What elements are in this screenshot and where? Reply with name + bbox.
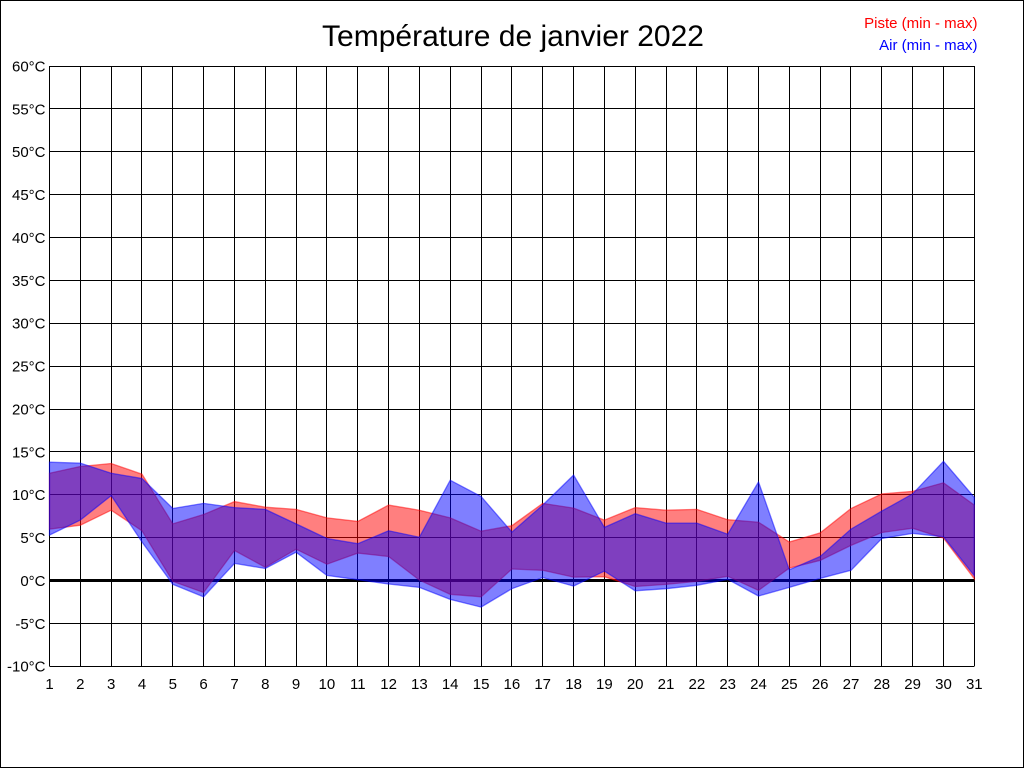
svg-text:27: 27 [843,676,860,693]
svg-text:50°C: 50°C [12,144,46,161]
svg-text:10: 10 [319,676,336,693]
svg-text:15: 15 [473,676,490,693]
svg-text:6: 6 [199,676,207,693]
svg-text:26: 26 [812,676,829,693]
svg-text:15°C: 15°C [12,444,46,461]
svg-text:19: 19 [596,676,613,693]
svg-text:16: 16 [504,676,521,693]
svg-text:7: 7 [230,676,238,693]
svg-text:5: 5 [169,676,177,693]
svg-text:Température de janvier 2022: Température de janvier 2022 [322,20,704,53]
svg-text:31: 31 [966,676,983,693]
svg-text:0°C: 0°C [20,573,45,590]
svg-text:14: 14 [442,676,459,693]
svg-text:40°C: 40°C [12,230,46,247]
svg-text:30: 30 [935,676,952,693]
svg-text:11: 11 [350,676,366,693]
svg-text:30°C: 30°C [12,316,46,333]
svg-text:10°C: 10°C [12,487,46,504]
svg-text:24: 24 [750,676,767,693]
svg-text:3: 3 [107,676,115,693]
svg-text:23: 23 [719,676,736,693]
svg-text:8: 8 [261,676,269,693]
svg-text:4: 4 [138,676,146,693]
svg-text:21: 21 [658,676,675,693]
svg-text:29: 29 [904,676,921,693]
svg-text:1: 1 [45,676,53,693]
svg-text:55°C: 55°C [12,101,46,118]
svg-text:18: 18 [565,676,582,693]
svg-text:-10°C: -10°C [7,659,46,676]
svg-text:20°C: 20°C [12,401,46,418]
svg-text:12: 12 [380,676,397,693]
svg-text:28: 28 [873,676,890,693]
svg-text:9: 9 [292,676,300,693]
svg-text:25°C: 25°C [12,359,46,376]
svg-text:45°C: 45°C [12,187,46,204]
svg-text:22: 22 [689,676,706,693]
svg-text:2: 2 [76,676,84,693]
svg-text:25: 25 [781,676,798,693]
svg-text:17: 17 [534,676,551,693]
svg-text:20: 20 [627,676,644,693]
svg-text:Air (min - max): Air (min - max) [879,37,977,54]
svg-text:60°C: 60°C [12,58,46,75]
svg-text:13: 13 [411,676,428,693]
svg-text:35°C: 35°C [12,273,46,290]
svg-text:-5°C: -5°C [15,616,45,633]
svg-text:5°C: 5°C [20,530,45,547]
svg-text:Piste (min - max): Piste (min - max) [864,15,977,32]
